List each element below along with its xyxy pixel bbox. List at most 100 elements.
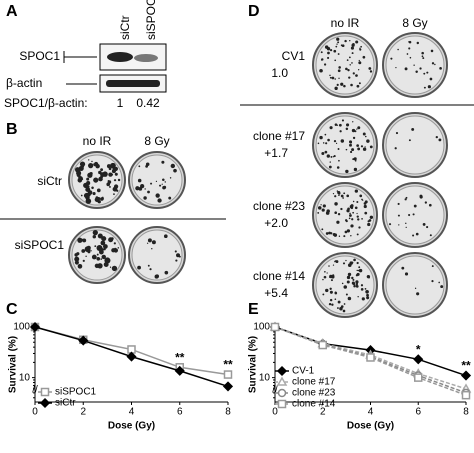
x-tick-label: 4 xyxy=(368,407,374,418)
annotation: ** xyxy=(175,350,185,364)
colony xyxy=(352,136,356,140)
marker xyxy=(222,381,234,392)
colony xyxy=(331,275,335,279)
colony xyxy=(401,266,405,270)
colony xyxy=(366,293,369,297)
colony xyxy=(337,300,341,304)
colony xyxy=(336,83,339,86)
colony xyxy=(92,192,96,196)
x-tick-label: 6 xyxy=(177,407,183,418)
colony xyxy=(145,162,150,167)
colony xyxy=(101,236,107,242)
colony xyxy=(351,218,354,221)
colony xyxy=(350,141,352,144)
marker xyxy=(174,365,185,376)
colony xyxy=(345,220,348,223)
plate-inner xyxy=(385,255,445,315)
colony xyxy=(343,235,346,238)
colony xyxy=(431,280,434,283)
colony xyxy=(428,203,432,207)
colony xyxy=(408,213,411,217)
colony xyxy=(343,84,346,88)
column-label: 8 Gy xyxy=(144,134,169,148)
colony xyxy=(161,160,165,164)
colony xyxy=(404,67,408,71)
colony xyxy=(336,190,339,192)
colony xyxy=(404,198,407,201)
colony xyxy=(334,59,337,62)
colony xyxy=(341,44,345,48)
plate-inner xyxy=(385,35,445,95)
column-label: 8 Gy xyxy=(402,16,427,30)
colony xyxy=(423,72,426,75)
colony xyxy=(110,162,116,169)
colony xyxy=(333,140,337,143)
colony xyxy=(154,274,159,279)
colony xyxy=(111,265,118,272)
colony xyxy=(86,177,90,181)
colony xyxy=(102,171,108,177)
colony xyxy=(330,155,333,158)
colony xyxy=(359,47,361,50)
colony xyxy=(353,284,356,288)
colony xyxy=(339,130,342,133)
colony xyxy=(364,211,368,215)
colony xyxy=(173,168,177,173)
colony xyxy=(355,280,359,284)
colony xyxy=(356,233,359,236)
colony xyxy=(101,254,106,260)
colony xyxy=(147,238,152,243)
colony xyxy=(352,121,354,123)
colony xyxy=(395,131,399,135)
x-axis-label: Dose (Gy) xyxy=(347,421,394,432)
colony xyxy=(431,265,434,268)
colony xyxy=(87,172,93,178)
marker xyxy=(413,354,424,365)
legend-label: clone #23 xyxy=(292,388,336,399)
colony xyxy=(164,181,166,183)
colony xyxy=(350,235,352,237)
colony xyxy=(99,245,101,247)
marker xyxy=(276,376,288,386)
colony xyxy=(351,276,354,280)
x-tick-label: 0 xyxy=(32,407,38,418)
colony xyxy=(357,126,361,130)
marker xyxy=(277,399,287,409)
colony xyxy=(174,250,177,253)
marker xyxy=(461,390,471,400)
colony xyxy=(326,211,328,213)
plate-inner xyxy=(315,115,375,175)
column-label: no IR xyxy=(331,16,360,30)
colony xyxy=(358,268,363,273)
colony xyxy=(347,296,352,301)
colony xyxy=(360,45,363,48)
colony xyxy=(329,74,331,77)
colony xyxy=(320,51,323,54)
colony xyxy=(331,76,335,80)
marker xyxy=(276,365,288,377)
colony xyxy=(81,249,86,253)
column-label: siSPOC1 xyxy=(144,0,158,40)
x-tick-label: 0 xyxy=(272,407,278,418)
colony xyxy=(104,257,111,264)
colony xyxy=(369,215,374,219)
colony xyxy=(74,260,79,265)
colony xyxy=(77,177,83,183)
colony xyxy=(91,186,94,190)
colony xyxy=(413,204,417,208)
colony xyxy=(367,220,370,223)
colony xyxy=(421,51,424,55)
plate-inner xyxy=(131,154,183,206)
colony xyxy=(348,76,351,79)
y-tick-label: 10 xyxy=(19,372,31,383)
colony xyxy=(348,217,351,220)
marker xyxy=(318,340,327,350)
colony xyxy=(112,186,118,192)
colony xyxy=(79,161,86,167)
colony xyxy=(327,56,330,60)
row-label: CV1 xyxy=(282,49,306,63)
y-tick-label: 10 xyxy=(259,372,271,383)
band xyxy=(107,52,133,62)
colony xyxy=(317,206,322,210)
colony xyxy=(341,282,344,285)
